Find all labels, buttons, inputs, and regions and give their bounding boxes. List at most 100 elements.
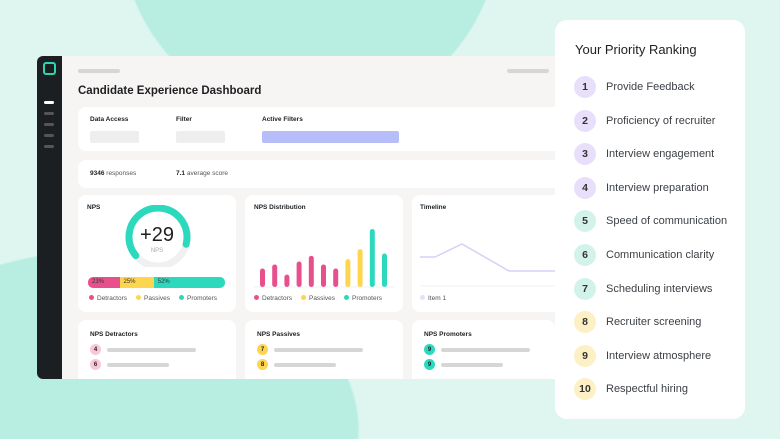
active-filters-chips[interactable]: [262, 131, 399, 143]
filter-select[interactable]: [176, 131, 225, 143]
list-title: NPS Passives: [257, 331, 301, 338]
segment: 25%: [119, 277, 154, 288]
score-badge: 6: [90, 359, 101, 370]
bar-promoters: [369, 229, 375, 287]
bar-detractors: [296, 261, 302, 287]
rank-badge: 5: [574, 210, 596, 233]
rank-badge: 1: [574, 76, 596, 98]
responses-stat: 9346 responses: [90, 170, 137, 177]
nps-distribution-card: NPS Distribution Detractors Passives Pro…: [245, 195, 403, 312]
timeline-legend: Item 1: [420, 295, 446, 302]
bar-detractors: [308, 255, 314, 287]
list-title: NPS Detractors: [90, 331, 138, 338]
priority-item[interactable]: 5 Speed of communication: [574, 210, 727, 233]
nps-sub: NPS: [150, 248, 164, 254]
priority-label: Proficiency of recruiter: [606, 114, 716, 127]
list-item-placeholder: [107, 348, 196, 352]
priority-label: Respectful hiring: [606, 383, 688, 396]
timeline-line: [420, 243, 555, 272]
bar-detractors: [321, 264, 326, 287]
rank-badge: 8: [574, 311, 596, 334]
priority-item[interactable]: 8 Recruiter screening: [574, 311, 702, 334]
priority-item[interactable]: 1 Provide Feedback: [574, 76, 695, 98]
priority-label: Scheduling interviews: [606, 282, 713, 295]
breadcrumb-placeholder: [78, 69, 120, 73]
bar-passives: [345, 259, 351, 287]
timeline-card: Timeline Item 1: [412, 195, 555, 312]
priority-label: Recruiter screening: [606, 316, 702, 329]
rank-badge: 4: [574, 176, 596, 199]
timeline-title: Timeline: [420, 204, 447, 211]
legend-passives: Passives: [135, 295, 170, 302]
bar-passives: [357, 249, 363, 287]
nav-item[interactable]: [44, 123, 54, 126]
legend-detractors: Detractors: [89, 295, 127, 302]
nps-legend: Detractors Passives Promoters: [89, 295, 217, 302]
list-item-placeholder: [107, 363, 169, 367]
priority-label: Communication clarity: [606, 249, 715, 261]
rank-badge: 3: [574, 143, 596, 166]
priority-item[interactable]: 3 Interview engagement: [574, 143, 715, 166]
stats-bar: 9346 responses 7.1 average score: [78, 160, 555, 188]
legend-promoters: Promoters: [344, 295, 382, 302]
legend-detractors: Detractors: [254, 295, 292, 302]
list-item-placeholder: [441, 363, 503, 367]
priority-item[interactable]: 4 Interview preparation: [574, 176, 709, 199]
list-item-placeholder: [274, 348, 363, 352]
distribution-legend: Detractors Passives Promoters: [254, 295, 382, 302]
bar-promoters: [382, 253, 387, 287]
timeline-chart: [420, 243, 555, 287]
nps-detractors-card: NPS Detractors 4 6: [78, 320, 236, 379]
rank-badge: 7: [574, 277, 596, 300]
rank-badge: 9: [574, 344, 596, 367]
list-item-placeholder: [441, 348, 530, 352]
priority-label: Interview engagement: [606, 148, 715, 161]
segment: 23%: [88, 277, 120, 288]
logo-icon: [43, 62, 56, 75]
segment: 52%: [153, 277, 225, 288]
filter-bar: Data Access Filter Active Filters: [78, 107, 555, 151]
priority-ranking-card: Your Priority Ranking 1 Provide Feedback 2…: [555, 20, 745, 419]
bar-detractors: [272, 264, 278, 287]
rank-badge: 6: [574, 244, 596, 266]
nps-gauge: [125, 205, 191, 267]
nav-item[interactable]: [44, 134, 54, 137]
average-score-stat: 7.1 average score: [176, 170, 229, 177]
nav-item[interactable]: [44, 101, 54, 104]
active-filters-label: Active Filters: [262, 116, 303, 123]
data-access-label: Data Access: [90, 116, 129, 123]
score-badge: 7: [257, 344, 268, 355]
priority-item[interactable]: 10 Respectful hiring: [574, 378, 688, 401]
page-title: Candidate Experience Dashboard: [78, 85, 262, 97]
rank-badge: 2: [574, 109, 596, 132]
rank-badge: 10: [574, 378, 596, 401]
priority-title: Your Priority Ranking: [575, 42, 697, 57]
nps-promoters-card: NPS Promoters 9 9: [412, 320, 555, 379]
nav-item[interactable]: [44, 145, 54, 148]
list-item-placeholder: [274, 363, 336, 367]
filter-label: Filter: [176, 116, 192, 123]
priority-item[interactable]: 7 Scheduling interviews: [574, 277, 713, 300]
score-badge: 9: [424, 359, 435, 370]
priority-label: Interview atmosphere: [606, 349, 712, 362]
priority-label: Provide Feedback: [606, 81, 695, 93]
bar-detractors: [284, 274, 290, 287]
nps-card: NPS +29 NPS 23% 25% 52% Detractors Passive…: [78, 195, 236, 312]
priority-item[interactable]: 2 Proficiency of recruiter: [574, 109, 716, 132]
priority-item[interactable]: 9 Interview atmosphere: [574, 344, 712, 367]
header-placeholder: [507, 69, 549, 73]
nps-value: +29: [140, 224, 174, 246]
bar-detractors: [333, 268, 339, 287]
data-access-select[interactable]: [90, 131, 139, 143]
nav-item[interactable]: [44, 112, 54, 115]
nps-segment-bar: 23% 25% 52%: [88, 277, 225, 288]
legend-passives: Passives: [300, 295, 335, 302]
dashboard-window: Candidate Experience Dashboard Data Acce…: [37, 56, 555, 379]
nps-passives-card: NPS Passives 7 8: [245, 320, 403, 379]
priority-item[interactable]: 6 Communication clarity: [574, 244, 714, 266]
distribution-title: NPS Distribution: [254, 204, 306, 211]
legend-promoters: Promoters: [179, 295, 217, 302]
score-badge: 9: [424, 344, 435, 355]
sidebar: [37, 56, 62, 379]
distribution-chart: [253, 229, 395, 288]
